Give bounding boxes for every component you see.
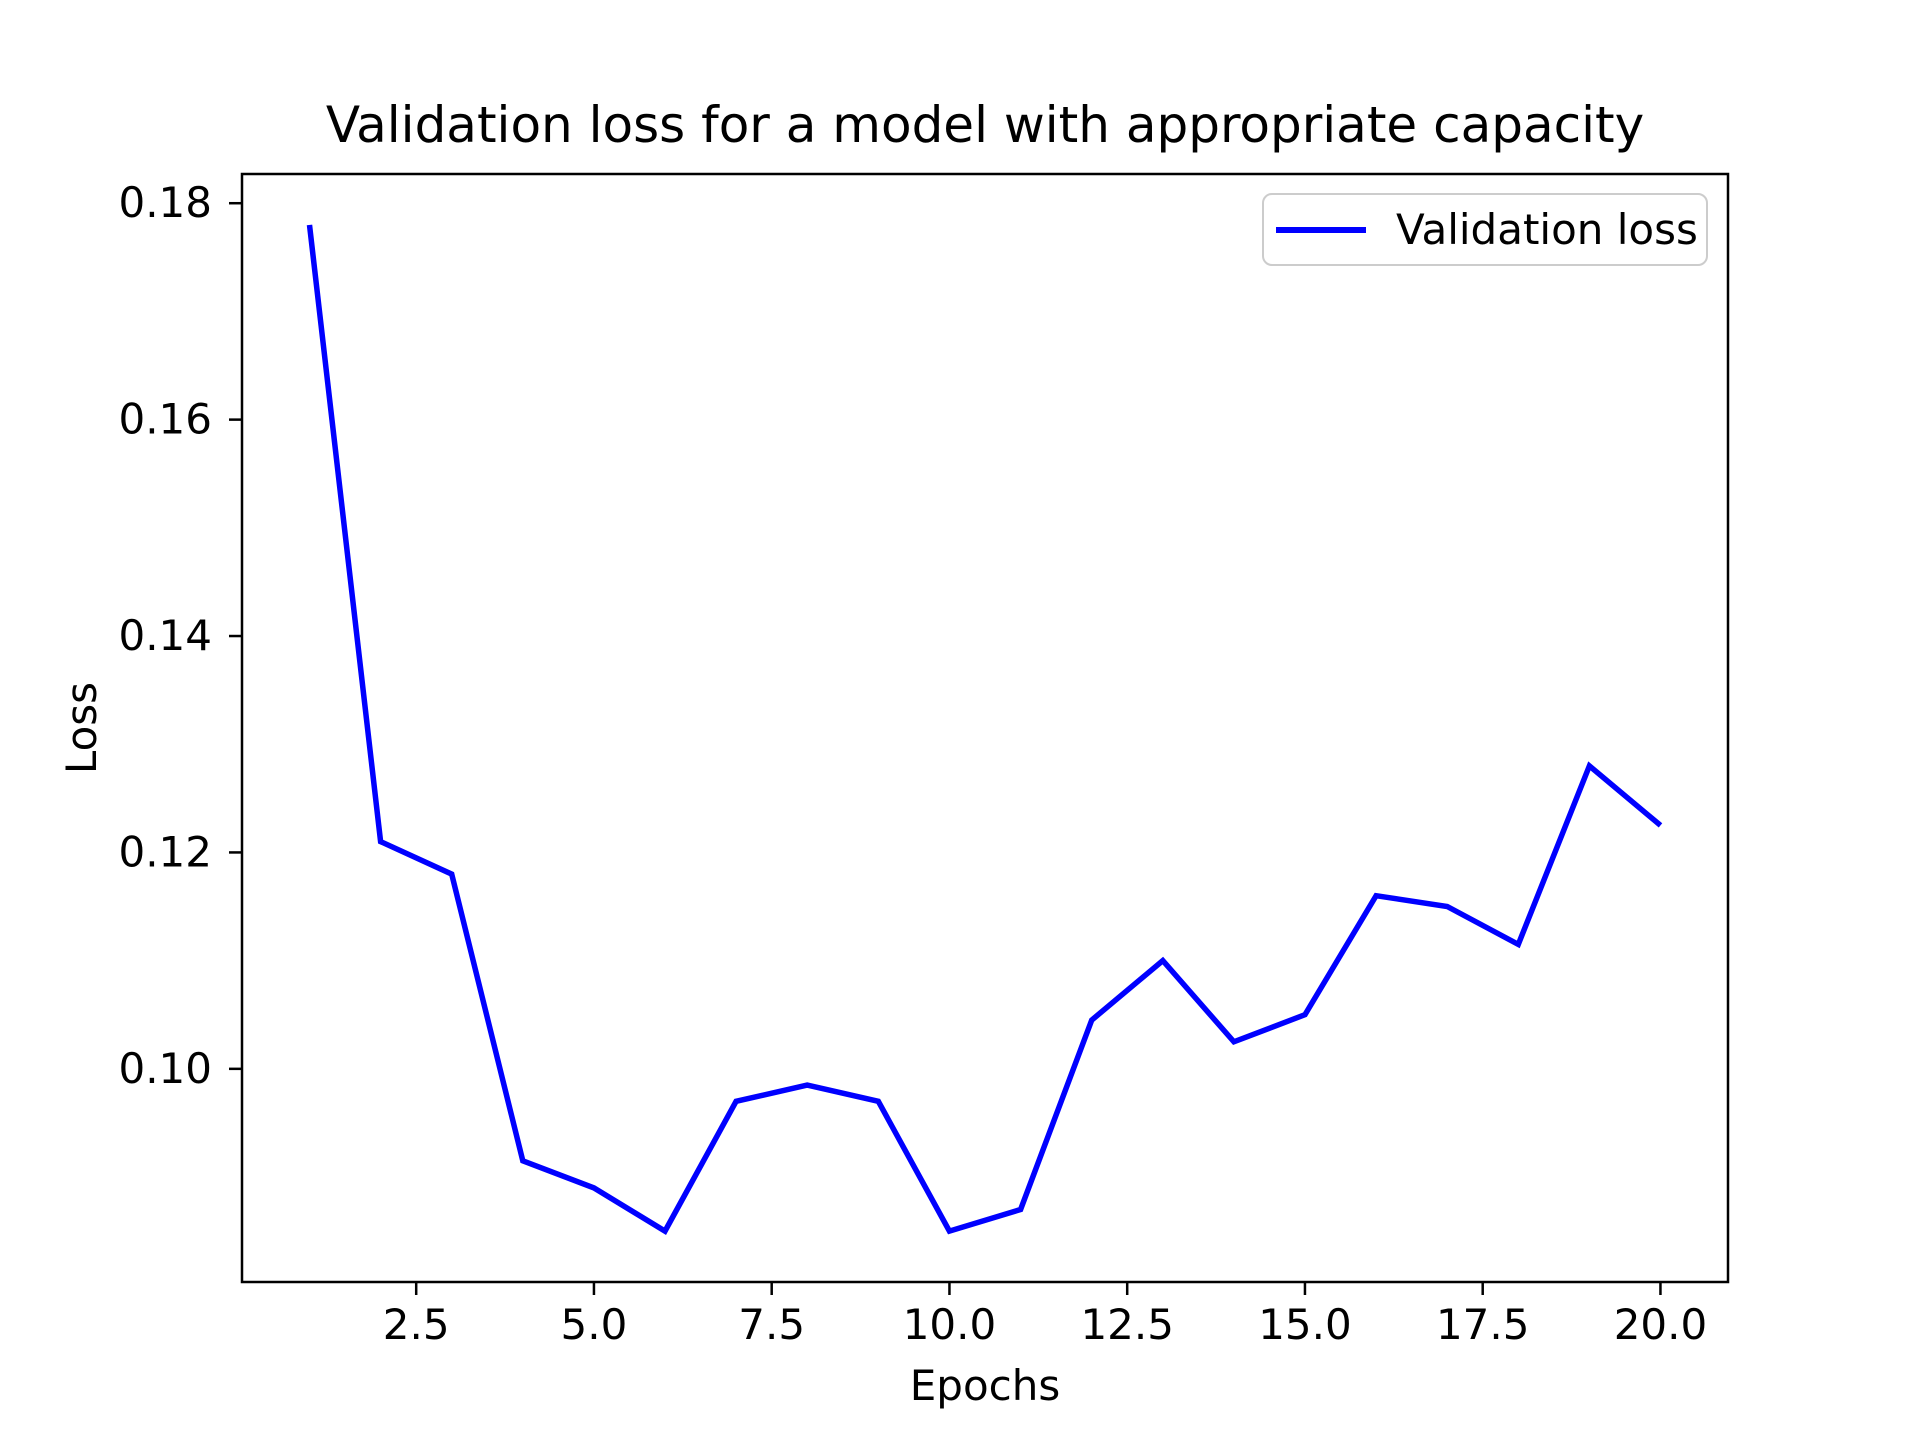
x-tick-label: 15.0 <box>1258 1300 1352 1349</box>
y-tick-label: 0.10 <box>118 1044 212 1093</box>
plot-frame <box>240 172 1730 1284</box>
x-tick-label: 2.5 <box>383 1300 450 1349</box>
x-tick-label: 17.5 <box>1436 1300 1530 1349</box>
y-tick-label: 0.18 <box>118 178 212 227</box>
validation-loss-line <box>306 224 1663 1235</box>
legend-label: Validation loss <box>1396 205 1698 254</box>
legend: Validation loss <box>1262 193 1708 266</box>
chart-title: Validation loss for a model with appropr… <box>325 96 1645 154</box>
x-axis-label: Epochs <box>909 1361 1061 1410</box>
x-tick-label: 5.0 <box>561 1300 628 1349</box>
x-tick-label: 7.5 <box>738 1300 805 1349</box>
y-tick-label: 0.14 <box>118 611 212 660</box>
x-tick-label: 12.5 <box>1080 1300 1174 1349</box>
y-tick-label: 0.12 <box>118 827 212 876</box>
x-tick-label: 20.0 <box>1614 1300 1708 1349</box>
legend-line-sample <box>1276 226 1366 233</box>
x-tick-label: 10.0 <box>903 1300 997 1349</box>
y-tick-label: 0.16 <box>118 395 212 444</box>
y-axis-label: Loss <box>57 681 106 775</box>
